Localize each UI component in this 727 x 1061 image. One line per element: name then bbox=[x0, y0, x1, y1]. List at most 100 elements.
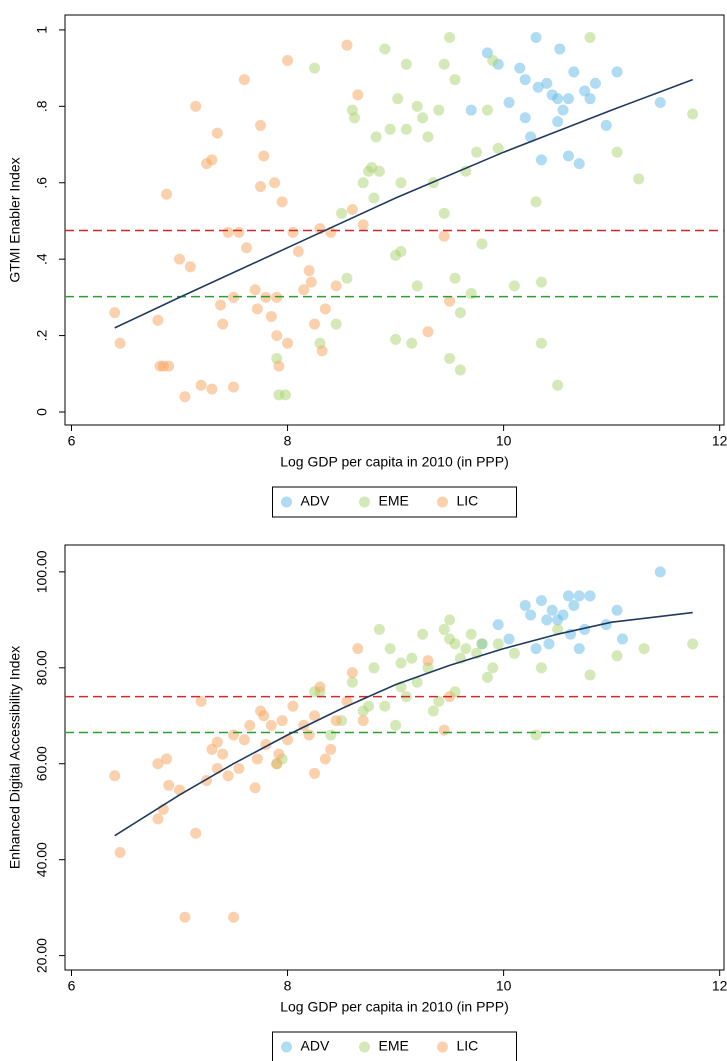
scatter-point bbox=[255, 181, 267, 193]
chart-panel: 6 8 10 12 0 .2 .4 .6 .8 1 Log GDP per capita in 20… bbox=[7, 14, 727, 518]
scatter-point bbox=[303, 265, 315, 277]
scatter-point bbox=[336, 207, 348, 219]
scatter-point bbox=[422, 131, 434, 143]
scatter-point bbox=[163, 779, 175, 791]
scatter-point bbox=[330, 715, 342, 727]
x-axis-label: Log GDP per capita in 2010 (in PPP) bbox=[280, 454, 509, 470]
scatter-point bbox=[492, 142, 504, 154]
scatter-point bbox=[279, 389, 291, 401]
scatter-point bbox=[546, 604, 558, 616]
y-tick-label: 0 bbox=[34, 408, 50, 416]
scatter-point bbox=[319, 753, 331, 765]
scatter-point bbox=[395, 246, 407, 258]
scatter-point bbox=[562, 590, 574, 602]
y-tick-label: 40.00 bbox=[34, 842, 50, 877]
scatter-point bbox=[390, 333, 402, 345]
scatter-point bbox=[215, 299, 227, 311]
scatter-point bbox=[492, 619, 504, 631]
scatter-point bbox=[109, 770, 121, 782]
scatter-point bbox=[352, 89, 364, 101]
scatter-point bbox=[487, 662, 499, 674]
scatter-point bbox=[273, 360, 285, 372]
scatter-point bbox=[411, 676, 423, 688]
scatter-point bbox=[258, 710, 270, 722]
scatter-point bbox=[541, 614, 553, 626]
scatter-point bbox=[163, 360, 175, 372]
scatter-point bbox=[508, 647, 520, 659]
scatter-point bbox=[379, 43, 391, 55]
y-tick-label: 20.00 bbox=[34, 938, 50, 973]
scatter-point bbox=[316, 345, 328, 357]
scatter-point bbox=[222, 226, 234, 238]
scatter-point bbox=[449, 638, 461, 650]
scatter-point bbox=[325, 743, 337, 755]
scatter-point bbox=[273, 748, 285, 760]
scatter-point bbox=[633, 173, 645, 185]
scatter-point bbox=[282, 54, 294, 66]
scatter-point bbox=[265, 719, 277, 731]
x-tick-label: 12 bbox=[712, 978, 727, 994]
scatter-point bbox=[579, 85, 591, 97]
scatter-point bbox=[152, 758, 164, 770]
x-tick-label: 6 bbox=[68, 978, 76, 994]
scatter-point bbox=[411, 100, 423, 112]
scatter-point bbox=[449, 272, 461, 284]
scatter-point bbox=[600, 119, 612, 131]
scatter-point bbox=[444, 614, 456, 626]
scatter-point bbox=[438, 623, 450, 635]
scatter-point bbox=[152, 813, 164, 825]
scatter-point bbox=[109, 307, 121, 319]
scatter-point bbox=[406, 652, 418, 664]
scatter-point bbox=[228, 291, 240, 303]
scatter-point bbox=[638, 643, 650, 655]
scatter-point bbox=[217, 318, 229, 330]
scatter-point bbox=[411, 280, 423, 292]
y-tick-label: .6 bbox=[34, 177, 50, 189]
scatter-point bbox=[190, 100, 202, 112]
scatter-point bbox=[330, 280, 342, 292]
scatter-point bbox=[217, 748, 229, 760]
scatter-point bbox=[508, 280, 520, 292]
scatter-point bbox=[152, 314, 164, 326]
scatter-point bbox=[251, 303, 263, 315]
scatter-point bbox=[341, 39, 353, 51]
chart-panel: 6 8 10 12 20.00 40.00 60.00 80.00 100.00 Log GDP … bbox=[7, 544, 727, 1061]
scatter-point bbox=[238, 74, 250, 86]
scatter-point bbox=[392, 93, 404, 105]
scatter-point bbox=[228, 729, 240, 741]
scatter-point bbox=[471, 146, 483, 158]
scatter-point bbox=[240, 242, 252, 254]
scatter-point bbox=[465, 104, 477, 116]
legend-label: LIC bbox=[457, 1038, 479, 1054]
scatter-point bbox=[573, 590, 585, 602]
scatter-point bbox=[444, 353, 456, 365]
scatter-point bbox=[346, 203, 358, 215]
scatter-point bbox=[525, 131, 537, 143]
scatter-point bbox=[251, 753, 263, 765]
scatter-point bbox=[552, 116, 564, 128]
scatter-point bbox=[384, 123, 396, 135]
scatter-point bbox=[357, 177, 369, 189]
scatter-point bbox=[271, 758, 283, 770]
scatter-point bbox=[319, 303, 331, 315]
scatter-point bbox=[341, 272, 353, 284]
scatter-point bbox=[433, 695, 445, 707]
x-tick-label: 8 bbox=[284, 433, 292, 449]
scatter-point bbox=[400, 123, 412, 135]
scatter-point bbox=[174, 253, 186, 265]
scatter-point bbox=[373, 165, 385, 177]
scatter-point bbox=[379, 700, 391, 712]
scatter-point bbox=[481, 671, 493, 683]
scatter-point bbox=[395, 177, 407, 189]
legend-box bbox=[272, 1031, 517, 1061]
y-axis-label: Enhanced Digital Accessibility Index bbox=[7, 646, 23, 869]
scatter-point bbox=[449, 74, 461, 86]
scatter-point bbox=[492, 638, 504, 650]
scatter-point bbox=[438, 724, 450, 736]
scatter-point bbox=[195, 379, 207, 391]
legend-marker bbox=[437, 496, 448, 508]
scatter-point bbox=[584, 93, 596, 105]
plot-frame bbox=[64, 544, 725, 971]
legend-label: ADV bbox=[301, 1038, 330, 1054]
y-tick-label: 60.00 bbox=[34, 746, 50, 781]
